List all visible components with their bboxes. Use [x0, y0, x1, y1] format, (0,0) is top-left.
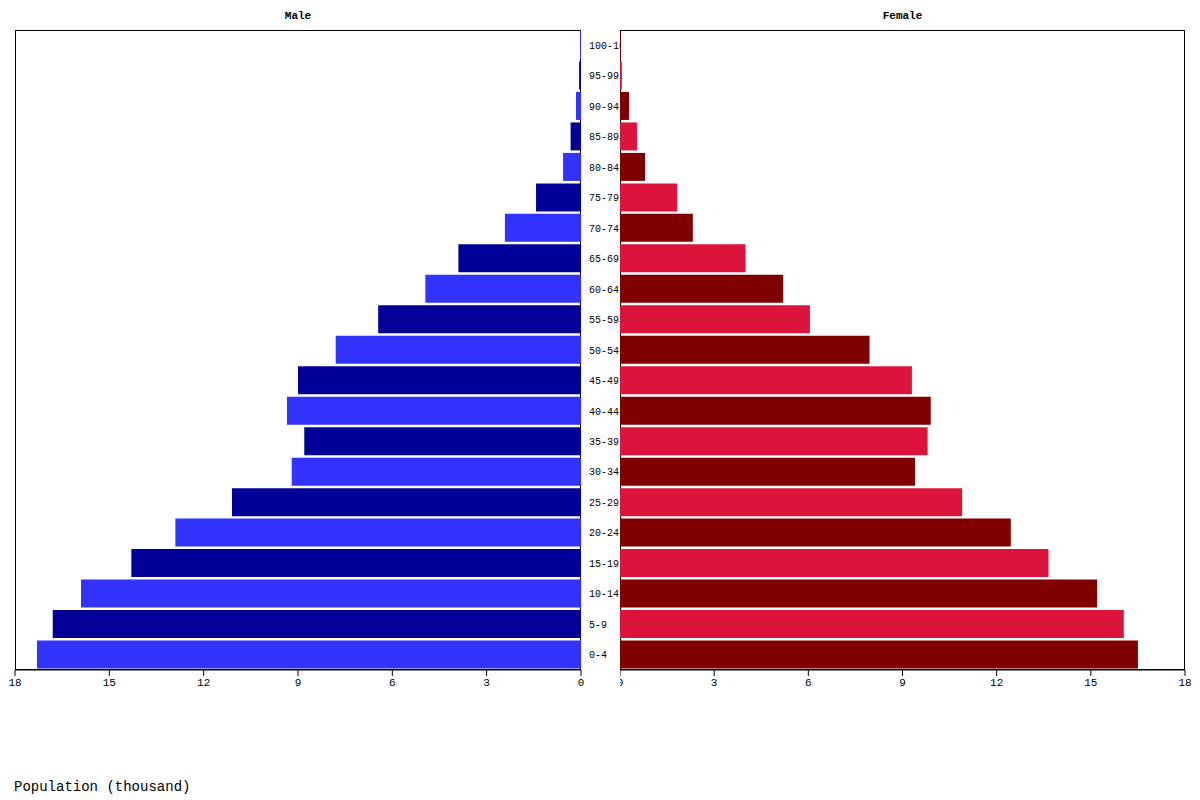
svg-text:40-44: 40-44	[589, 407, 619, 418]
svg-text:12: 12	[990, 677, 1003, 689]
svg-text:100-104: 100-104	[589, 41, 620, 52]
svg-text:0: 0	[578, 677, 585, 689]
svg-text:85-89: 85-89	[589, 132, 619, 143]
svg-text:45-49: 45-49	[589, 376, 619, 387]
svg-text:0: 0	[620, 677, 623, 689]
svg-text:80-84: 80-84	[589, 163, 619, 174]
svg-text:90-94: 90-94	[589, 102, 619, 113]
svg-text:95-99: 95-99	[589, 71, 619, 82]
svg-text:35-39: 35-39	[589, 437, 619, 448]
svg-text:75-79: 75-79	[589, 193, 619, 204]
svg-text:65-69: 65-69	[589, 254, 619, 265]
svg-text:25-29: 25-29	[589, 498, 619, 509]
svg-text:15-19: 15-19	[589, 559, 619, 570]
svg-text:6: 6	[805, 677, 812, 689]
svg-text:15: 15	[1084, 677, 1097, 689]
svg-text:30-34: 30-34	[589, 467, 619, 478]
svg-text:9: 9	[295, 677, 302, 689]
svg-text:20-24: 20-24	[589, 528, 619, 539]
svg-text:15: 15	[103, 677, 116, 689]
svg-text:3: 3	[711, 677, 718, 689]
html-text:Female: Female	[882, 10, 923, 22]
svg-text:60-64: 60-64	[589, 285, 619, 296]
svg-text:18: 18	[1178, 677, 1191, 689]
svg-text:0-4: 0-4	[589, 650, 607, 661]
svg-text:3: 3	[483, 677, 490, 689]
html-text:Male: Male	[284, 10, 312, 22]
svg-text:70-74: 70-74	[589, 224, 619, 235]
svg-text:55-59: 55-59	[589, 315, 619, 326]
html-text:Population (thousand): Population (thousand)	[14, 779, 191, 795]
svg-text:5-9: 5-9	[589, 620, 607, 631]
svg-text:12: 12	[197, 677, 210, 689]
svg-text:10-14: 10-14	[589, 589, 619, 600]
svg-text:50-54: 50-54	[589, 346, 619, 357]
svg-text:6: 6	[389, 677, 396, 689]
svg-text:18: 18	[8, 677, 21, 689]
svg-text:9: 9	[899, 677, 906, 689]
